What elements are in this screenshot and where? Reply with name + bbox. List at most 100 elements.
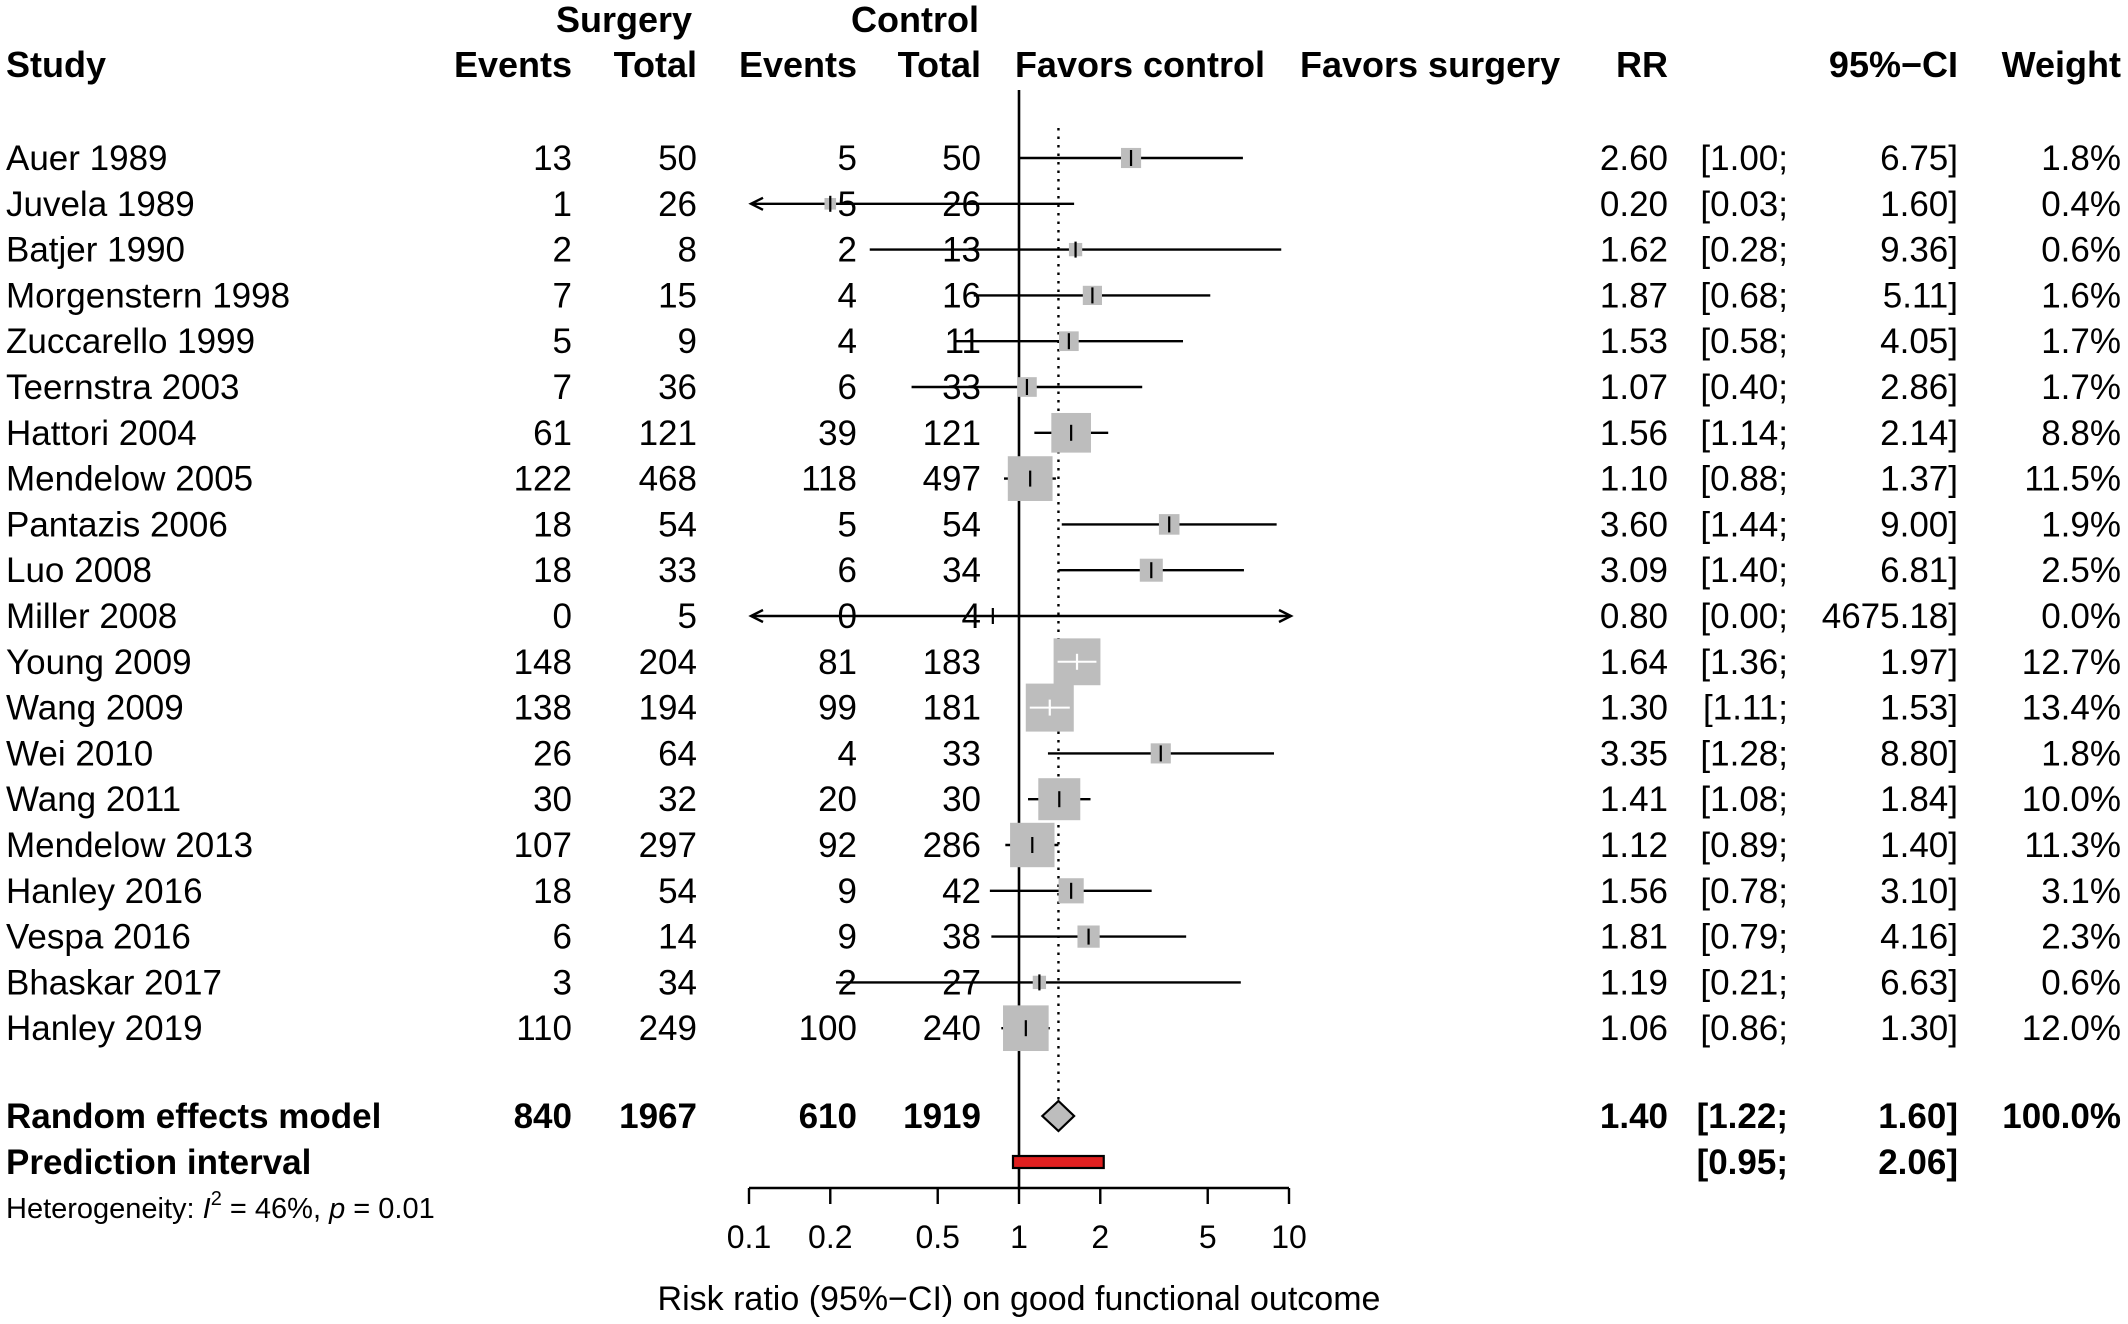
study-row: Batjer 1990 2 8 2 13 1.62 [0.28; 9.36] 0.6% — [6, 231, 2121, 270]
surgery-total: 15 — [658, 276, 697, 315]
ci-upper: 1.84] — [1880, 780, 1958, 819]
control-events: 9 — [838, 918, 857, 957]
weight: 11.5% — [2024, 460, 2121, 499]
control-total: 54 — [942, 505, 981, 544]
surgery-events: 2 — [553, 231, 572, 270]
header-favors-control: Favors control — [1015, 44, 1265, 85]
risk-ratio: 1.30 — [1600, 689, 1668, 728]
ci-lower: [0.88; — [1700, 460, 1788, 499]
ci-upper: 6.75] — [1880, 139, 1958, 178]
risk-ratio: 1.41 — [1600, 780, 1668, 819]
weight: 3.1% — [2041, 872, 2121, 911]
study-row: Luo 2008 18 33 6 34 3.09 [1.40; 6.81] 2.5% — [6, 551, 2121, 590]
surgery-events: 1 — [553, 185, 572, 224]
study-name: Young 2009 — [6, 643, 192, 682]
study-row: Juvela 1989 1 26 5 26 0.20 [0.03; 1.60] 0.4% — [6, 185, 2121, 224]
study-name: Mendelow 2013 — [6, 826, 253, 865]
weight: 1.7% — [2041, 322, 2121, 361]
header-weight: Weight — [2002, 44, 2121, 85]
surgery-events: 148 — [514, 643, 572, 682]
study-name: Wang 2011 — [6, 780, 181, 819]
control-total: 30 — [942, 780, 981, 819]
study-name: Teernstra 2003 — [6, 368, 239, 407]
weight: 12.0% — [2022, 1009, 2121, 1048]
ci-upper: 8.80] — [1880, 734, 1958, 773]
surgery-events: 7 — [553, 276, 572, 315]
control-events: 100 — [799, 1009, 857, 1048]
risk-ratio: 1.12 — [1600, 826, 1668, 865]
control-total: 497 — [923, 460, 981, 499]
control-total: 38 — [942, 918, 981, 957]
surgery-events: 138 — [514, 689, 572, 728]
risk-ratio: 1.56 — [1600, 414, 1668, 453]
x-tick-label: 1 — [1010, 1219, 1028, 1255]
surgery-total: 26 — [658, 185, 697, 224]
pooled-surgery-total: 1967 — [619, 1097, 697, 1136]
ci-upper: 1.60] — [1880, 185, 1958, 224]
study-name: Wei 2010 — [6, 734, 153, 773]
control-total: 240 — [923, 1009, 981, 1048]
study-row: Auer 1989 13 50 5 50 2.60 [1.00; 6.75] 1.8% — [6, 139, 2121, 178]
control-total: 50 — [942, 139, 981, 178]
surgery-total: 468 — [639, 460, 697, 499]
weight: 2.5% — [2041, 551, 2121, 590]
ci-lower: [1.14; — [1700, 414, 1788, 453]
ci-upper: 4.05] — [1880, 322, 1958, 361]
study-row: Wang 2011 30 32 20 30 1.41 [1.08; 1.84] 10.0% — [6, 778, 2121, 821]
study-row: Pantazis 2006 18 54 5 54 3.60 [1.44; 9.00] 1.9% — [6, 505, 2121, 544]
ci-lower: [0.78; — [1700, 872, 1788, 911]
weight: 1.7% — [2041, 368, 2121, 407]
risk-ratio: 1.62 — [1600, 231, 1668, 270]
study-row: Young 2009 148 204 81 183 1.64 [1.36; 1.97] 12.7… — [6, 638, 2121, 686]
control-total: 181 — [923, 689, 981, 728]
surgery-total: 54 — [658, 872, 697, 911]
surgery-total: 34 — [658, 963, 697, 1002]
control-events: 6 — [838, 368, 857, 407]
study-name: Hanley 2019 — [6, 1009, 203, 1048]
ci-lower: [0.00; — [1700, 597, 1788, 636]
surgery-events: 30 — [533, 780, 572, 819]
ci-upper: 1.40] — [1880, 826, 1958, 865]
summary-rows: Random effects model 840 1967 610 1919 1.40 [1… — [6, 1097, 2121, 1182]
risk-ratio: 0.20 — [1600, 185, 1668, 224]
ci-upper: 6.81] — [1880, 551, 1958, 590]
prediction-interval-bar — [1011, 1154, 1105, 1170]
study-row: Hanley 2016 18 54 9 42 1.56 [0.78; 3.10] 3.1% — [6, 872, 2121, 911]
ci-arrow-right — [1278, 608, 1294, 624]
control-events: 5 — [838, 139, 857, 178]
pooled-control-total: 1919 — [903, 1097, 981, 1136]
pooled-label: Random effects model — [6, 1097, 381, 1136]
control-events: 99 — [818, 689, 857, 728]
pooled-ci-upper: 1.60] — [1878, 1097, 1958, 1136]
study-row: Bhaskar 2017 3 34 2 27 1.19 [0.21; 6.63] 0.6% — [6, 963, 2121, 1002]
ci-upper: 1.97] — [1880, 643, 1958, 682]
ci-lower: [1.28; — [1700, 734, 1788, 773]
surgery-total: 8 — [678, 231, 697, 270]
risk-ratio: 1.64 — [1600, 643, 1668, 682]
header-study: Study — [6, 44, 106, 85]
ci-upper: 5.11] — [1883, 276, 1958, 315]
ci-lower: [0.89; — [1700, 826, 1788, 865]
ci-upper: 1.53] — [1880, 689, 1958, 728]
ci-upper: 4.16] — [1880, 918, 1958, 957]
risk-ratio: 2.60 — [1600, 139, 1668, 178]
header-favors-surgery: Favors surgery — [1300, 44, 1560, 85]
ci-arrow-left — [748, 196, 764, 211]
control-total: 33 — [942, 734, 981, 773]
ci-lower: [1.40; — [1700, 551, 1788, 590]
prediction-label: Prediction interval — [6, 1143, 311, 1182]
risk-ratio: 1.87 — [1600, 276, 1668, 315]
control-events: 2 — [838, 231, 857, 270]
surgery-events: 3 — [553, 963, 572, 1002]
weight: 12.7% — [2022, 643, 2121, 682]
x-axis: 0.1 0.2 0.5 1 2 5 10 Risk ratio (95%−CI) on goo… — [658, 1186, 1380, 1318]
ci-upper: 2.14] — [1880, 414, 1958, 453]
ci-lower: [0.03; — [1700, 185, 1788, 224]
pooled-weight: 100.0% — [2002, 1097, 2121, 1136]
risk-ratio: 1.07 — [1600, 368, 1668, 407]
ci-upper: 9.00] — [1880, 505, 1958, 544]
pooled-control-events: 610 — [799, 1097, 857, 1136]
ci-lower: [0.68; — [1700, 276, 1788, 315]
prediction-ci-upper: 2.06] — [1878, 1143, 1958, 1182]
surgery-total: 32 — [658, 780, 697, 819]
